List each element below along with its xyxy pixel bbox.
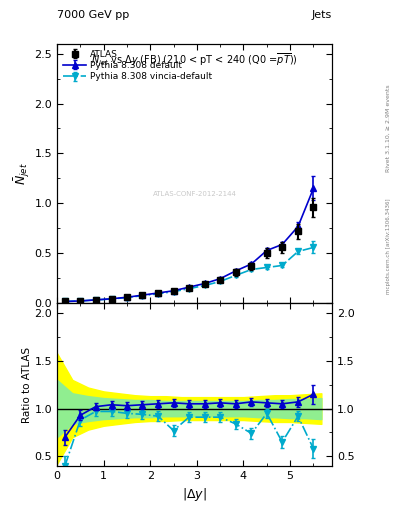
X-axis label: $|\Delta y|$: $|\Delta y|$ — [182, 486, 207, 503]
Text: 7000 GeV pp: 7000 GeV pp — [57, 10, 129, 20]
Y-axis label: Ratio to ATLAS: Ratio to ATLAS — [22, 347, 31, 423]
Text: ATLAS-CONF-2012-2144: ATLAS-CONF-2012-2144 — [152, 191, 237, 197]
Text: Jets: Jets — [312, 10, 332, 20]
Text: Rivet 3.1.10, ≥ 2.9M events: Rivet 3.1.10, ≥ 2.9M events — [386, 84, 391, 172]
Y-axis label: $\bar{N}_{jet}$: $\bar{N}_{jet}$ — [12, 162, 31, 185]
Text: $N_{jet}$ vs $\Delta y$ (FB) (210 < pT < 240 (Q0 =$\overline{pT}$)): $N_{jet}$ vs $\Delta y$ (FB) (210 < pT <… — [91, 51, 298, 68]
Legend: ATLAS, Pythia 8.308 default, Pythia 8.308 vincia-default: ATLAS, Pythia 8.308 default, Pythia 8.30… — [61, 48, 214, 83]
Text: mcplots.cern.ch [arXiv:1306.3436]: mcplots.cern.ch [arXiv:1306.3436] — [386, 198, 391, 293]
